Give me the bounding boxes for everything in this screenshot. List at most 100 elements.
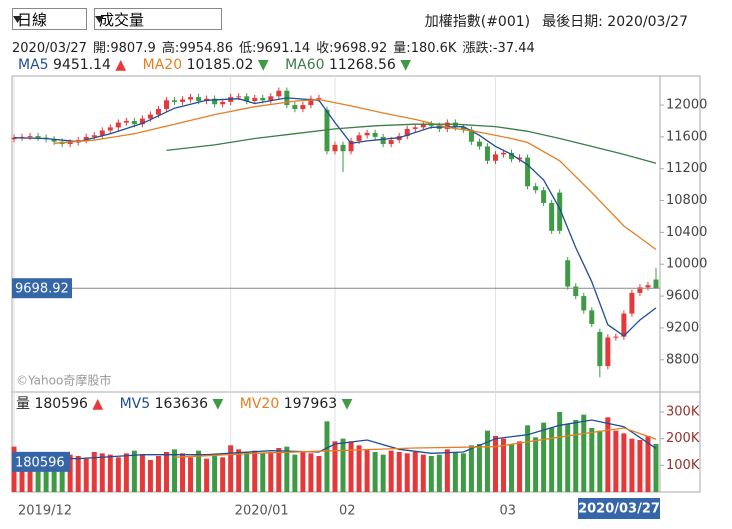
- high-value: 9954.86: [179, 41, 233, 56]
- candle-body: [115, 122, 121, 128]
- volume-bar: [460, 453, 466, 492]
- candle-body: [51, 139, 57, 142]
- stock-name: 加權指數(#001): [424, 14, 531, 30]
- y-tick-label: 100K: [666, 458, 700, 473]
- change-label: 漲跌:: [462, 41, 493, 56]
- legend-arrow: ▲: [92, 396, 104, 412]
- indicator-select[interactable]: 成交量: [94, 8, 222, 30]
- volume-bar: [19, 460, 25, 492]
- watermark: ©Yahoo奇摩股市: [16, 373, 111, 388]
- volume-bar: [155, 456, 161, 492]
- legend-name: MA60: [285, 57, 325, 73]
- volume-bar: [501, 438, 507, 492]
- volume-bar: [597, 430, 603, 492]
- candle-body: [565, 260, 571, 287]
- volume-bar: [115, 457, 121, 492]
- volume-bar: [27, 462, 33, 492]
- quote-row: 2020/03/27 開:9807.9 高:9954.86 低:9691.14 收:96…: [12, 37, 535, 56]
- line: [13, 97, 657, 337]
- volume-bar: [260, 453, 266, 492]
- candle-body: [163, 100, 169, 110]
- candle-body: [573, 286, 579, 297]
- candle-body: [653, 279, 659, 289]
- volume-bar: [244, 452, 250, 492]
- y-tick-label: 10000: [666, 257, 707, 272]
- low-label: 低:: [238, 41, 257, 56]
- candle-body: [629, 292, 635, 314]
- last-close-label: 9698.92: [15, 282, 69, 297]
- candle-body: [308, 98, 314, 106]
- volume-bar: [188, 457, 194, 492]
- candle-body: [332, 144, 338, 152]
- candle-body: [452, 122, 458, 128]
- volume-bar: [388, 450, 394, 492]
- indicator-value: 成交量: [99, 11, 145, 29]
- volume-bar: [324, 421, 330, 492]
- y-tick-label: 12000: [666, 98, 707, 113]
- volume-bar: [172, 449, 178, 492]
- candle-body: [316, 97, 322, 99]
- volume-bar: [476, 444, 482, 492]
- legend-value: 163636: [154, 396, 209, 412]
- period-value: 日線: [17, 11, 48, 29]
- volume-bar: [533, 437, 539, 492]
- candle-body: [621, 313, 627, 337]
- volume-bar: [332, 441, 338, 492]
- candle-body: [107, 127, 113, 131]
- candle-body: [637, 287, 643, 293]
- volume-bar: [75, 456, 81, 492]
- volume-bar: [340, 438, 346, 492]
- candle-body: [492, 154, 498, 161]
- last-date-label: 最後日期:: [542, 14, 603, 30]
- candle-body: [340, 144, 346, 152]
- volume-bar: [180, 453, 186, 492]
- volume-bar: [252, 450, 258, 492]
- x-tick-label: 2019/12: [18, 504, 72, 519]
- legend-name: MV20: [239, 396, 280, 412]
- volume-bar: [629, 438, 635, 492]
- candle-body: [188, 97, 194, 100]
- candle-body: [412, 127, 418, 129]
- candle-body: [139, 118, 145, 125]
- candle-body: [172, 100, 178, 102]
- volume-bar: [67, 454, 73, 492]
- candle-body: [549, 202, 555, 231]
- x-tick-label: 03: [499, 504, 516, 519]
- candle-body: [388, 140, 394, 145]
- volume-legend: 量 180596 ▲ MV5 163636 ▼ MV20 197963 ▼: [16, 393, 369, 413]
- volume-bar: [147, 460, 153, 492]
- candle-body: [212, 98, 218, 105]
- volume-bar: [284, 446, 290, 492]
- volume-bar: [404, 453, 410, 492]
- candle-body: [99, 130, 105, 136]
- y-tick-label: 300K: [666, 405, 700, 420]
- candle-body: [11, 137, 17, 140]
- legend-name: MV5: [119, 396, 151, 412]
- dropdown-icon: [95, 16, 104, 23]
- period-select[interactable]: 日線: [12, 8, 87, 30]
- volume-bar: [517, 441, 523, 492]
- volume-panel: [11, 391, 701, 493]
- legend-arrow: ▼: [212, 396, 224, 412]
- volume-bar: [163, 452, 169, 492]
- volume-bar: [412, 452, 418, 492]
- volume-bar: [276, 448, 282, 492]
- volume-bar: [59, 460, 65, 492]
- volume-bar: [380, 454, 386, 492]
- last-close-box: [12, 278, 72, 299]
- candle-body: [27, 136, 33, 138]
- candle-body: [348, 140, 354, 152]
- candle-body: [83, 136, 89, 141]
- candle-body: [468, 129, 474, 142]
- y-tick-label: 10400: [666, 225, 707, 240]
- candle-body: [364, 132, 370, 136]
- line: [13, 419, 657, 460]
- candle-body: [196, 97, 202, 102]
- legend-value: 10185.02: [186, 57, 254, 73]
- close-value: 9698.92: [333, 41, 388, 56]
- volume-bar: [356, 445, 362, 492]
- volume-bar: [396, 452, 402, 492]
- volume-bar: [589, 428, 595, 492]
- candle-body: [525, 157, 531, 187]
